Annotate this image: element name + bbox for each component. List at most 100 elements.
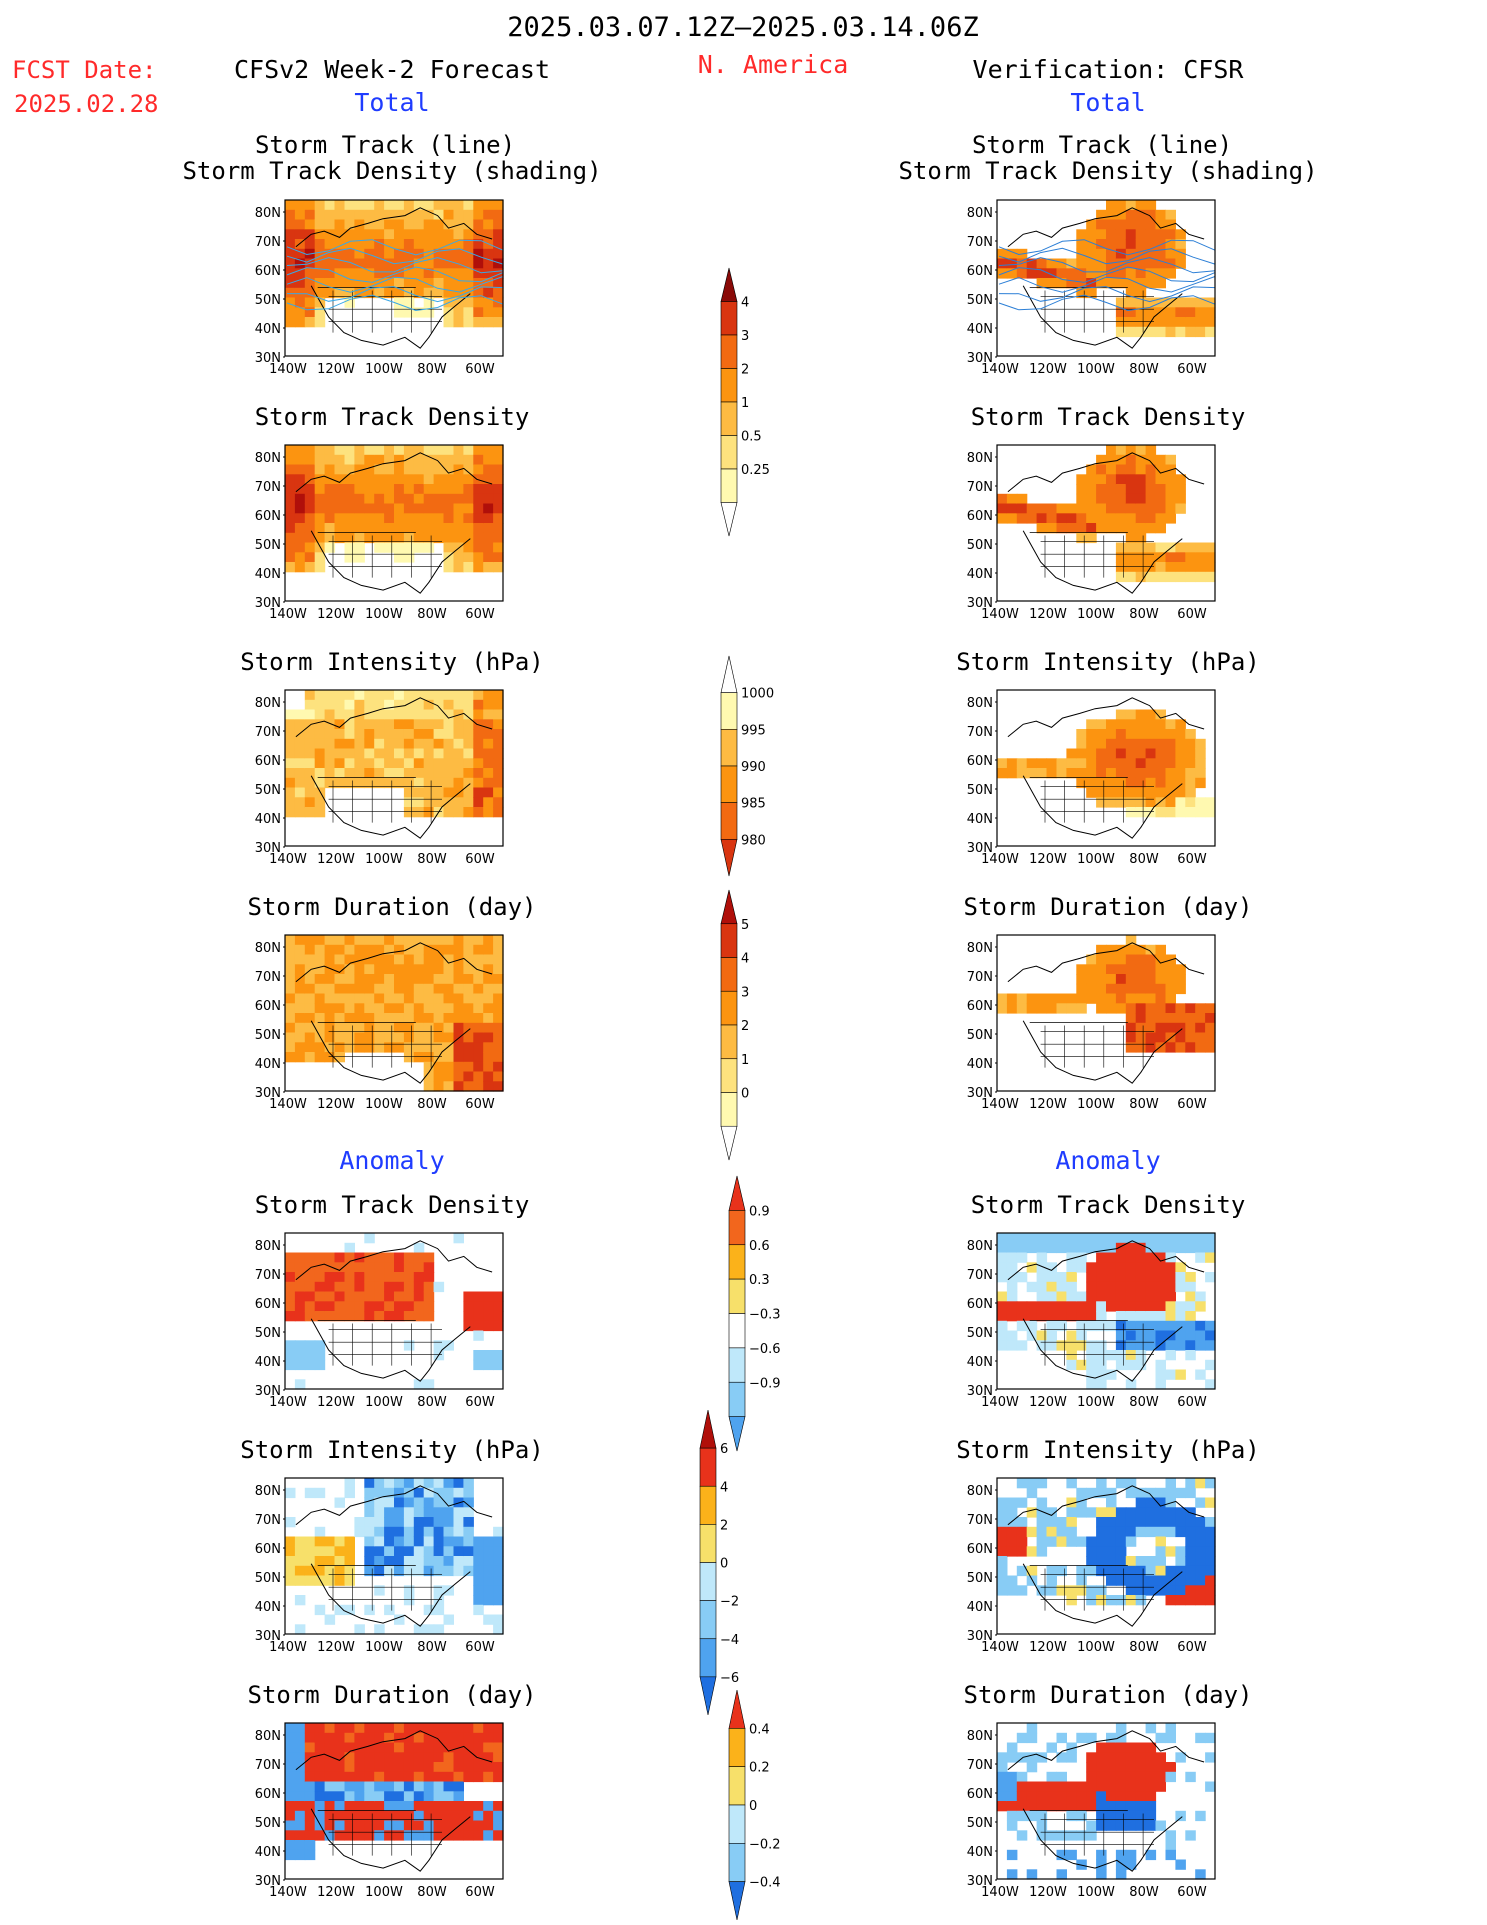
field-cell [1125,1762,1137,1773]
field-cell [423,454,435,466]
field-cell [1086,1281,1097,1293]
field-cell [1026,1281,1038,1293]
field-cell [1145,787,1157,798]
field-cell [483,944,494,956]
field-cell [1155,993,1166,1004]
lon-tick-label: 120W [1029,852,1067,867]
field-cell [493,474,504,485]
field-cell [1175,1042,1186,1053]
field-cell [314,1556,326,1567]
field-cell [1096,1781,1107,1792]
field-cell [1006,1252,1018,1263]
lon-tick-label: 100W [1077,1395,1115,1410]
field-cell [1155,1042,1166,1053]
field-cell [423,200,435,211]
field-cell [1175,1311,1186,1322]
colorbar-segment [728,1881,746,1921]
field-cell [314,532,326,544]
field-cell [354,974,365,985]
field-cell [1155,513,1166,524]
field-cell [483,758,494,769]
field-cell [1076,1585,1087,1596]
field-cell [433,1556,445,1567]
field-cell [483,200,494,211]
field-cell [1165,454,1176,466]
field-cell [1145,983,1157,995]
field-cell [285,445,296,456]
field-cell [493,1052,504,1063]
forecast-column-title: CFSv2 Week-2 Forecast [233,55,551,84]
field-cell [1175,1301,1186,1312]
field-cell [384,1022,395,1034]
field-cell [483,729,494,740]
field-cell [443,268,454,279]
field-cell [463,777,474,789]
field-cell [1086,1379,1097,1390]
field-cell [1006,1242,1018,1254]
field-cell [1076,1003,1087,1014]
field-cell [1165,1013,1176,1024]
field-cell [473,297,484,308]
field-cell [1016,1585,1028,1596]
field-cell [1006,493,1018,505]
field-cell [1115,326,1127,338]
coastline [1007,207,1205,248]
field-cell [433,1487,445,1499]
field-cell [1076,239,1087,250]
field-cell [433,709,445,720]
field-cell [1036,1242,1048,1254]
field-cell [473,1546,484,1557]
field-cell [1155,219,1166,230]
colorbar-label: 0 [749,1799,757,1814]
colorbar-segment [728,1728,746,1767]
field-cell [1185,1575,1196,1586]
field-cell [1165,993,1176,1004]
field-cell [1106,983,1117,995]
field-cell [473,993,484,1004]
storm-track-line [998,247,1216,265]
lon-tick-label: 140W [981,1395,1019,1410]
colorbar-label: 4 [741,296,749,311]
map-frame [996,1477,1216,1635]
lat-tick-label: 40N [967,1600,993,1615]
lat-tick-label: 40N [967,812,993,827]
field-cell [1036,768,1048,779]
lat-tick-label: 80N [255,1729,281,1744]
field-cell [1026,768,1038,779]
field-cell [413,513,425,524]
field-cell [1086,1791,1097,1802]
field-cell [423,983,435,995]
field-cell [374,229,385,240]
field-cell [1125,1359,1137,1371]
field-cell [413,287,425,299]
field-cell [1086,523,1097,534]
field-cell [1145,1752,1157,1763]
colorbar-label: 0.5 [741,430,762,445]
field-cell [394,709,405,720]
field-cell [473,954,484,965]
field-cell [423,1301,435,1312]
field-cell [364,944,375,956]
field-cell [433,268,445,279]
field-cell [1195,1595,1206,1606]
colorbar-segment [728,1804,746,1844]
field-cell [314,787,326,798]
field-cell [1195,307,1206,318]
colorbar-label: 0 [741,1087,749,1102]
field-cell [443,1820,454,1831]
field-cell [463,1536,474,1547]
field-cell [1175,1585,1186,1596]
field-cell [1145,464,1157,475]
field-cell [394,1762,405,1773]
field-cell [1106,493,1117,505]
field-cell [1155,464,1166,475]
field-cell [1165,1042,1176,1053]
colorbar-segment [728,1381,746,1417]
field-cell [1026,1546,1038,1557]
field-cell [1195,1810,1206,1822]
field-cell [1125,1340,1137,1351]
field-cell [1185,1242,1196,1254]
field-cell [423,758,435,769]
field-cell [354,552,365,563]
field-cell [453,1556,464,1567]
